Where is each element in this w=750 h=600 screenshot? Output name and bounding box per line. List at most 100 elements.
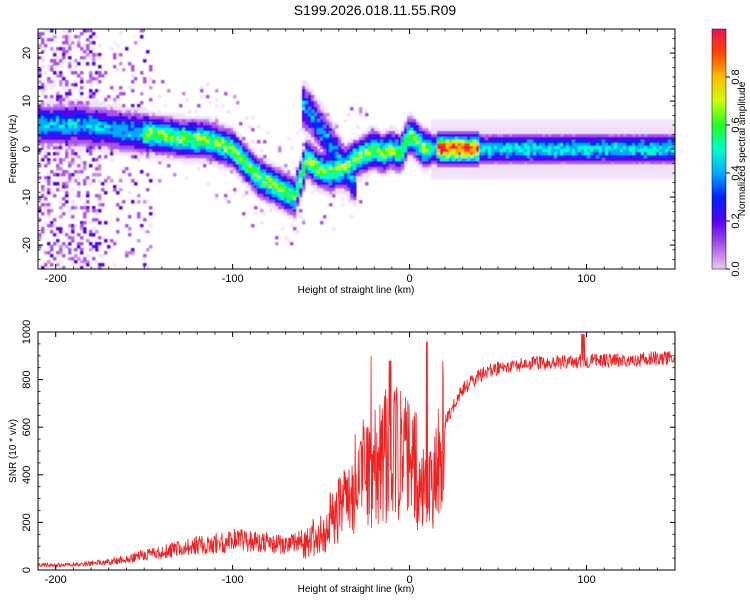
heatmap-cell xyxy=(149,131,153,135)
heatmap-cell xyxy=(311,131,315,135)
heatmap-cell xyxy=(365,146,369,150)
heatmap-cell xyxy=(296,203,300,207)
heatmap-cell xyxy=(482,146,486,150)
heatmap-cell xyxy=(218,125,222,129)
heatmap-cell xyxy=(653,149,657,153)
heatmap-cell xyxy=(404,119,408,123)
heatmap-cell xyxy=(383,140,387,144)
heatmap-cell xyxy=(530,131,534,135)
heatmap-cell xyxy=(602,146,606,150)
heatmap-cell xyxy=(434,140,438,144)
heatmap-cell xyxy=(71,224,75,228)
heatmap-cell xyxy=(533,131,537,135)
heatmap-cell xyxy=(251,188,255,192)
heatmap-cell xyxy=(65,107,69,111)
heatmap-cell xyxy=(104,128,108,132)
heatmap-cell xyxy=(71,152,75,156)
heatmap-cell xyxy=(170,137,174,141)
heatmap-cell xyxy=(668,173,672,177)
heatmap-cell xyxy=(572,164,576,168)
heatmap-cell xyxy=(449,119,453,123)
heatmap-cell xyxy=(428,128,432,132)
heatmap-cell xyxy=(554,128,558,132)
heatmap-cell xyxy=(407,140,411,144)
heatmap-cell xyxy=(122,143,126,147)
heatmap-cell xyxy=(56,125,60,129)
heatmap-cell xyxy=(365,149,369,153)
heatmap-cell xyxy=(329,131,333,135)
heatmap-cell xyxy=(302,113,306,117)
heatmap-cell xyxy=(194,110,198,114)
heatmap-cell xyxy=(233,128,237,132)
heatmap-cell xyxy=(350,164,354,168)
heatmap-cell xyxy=(656,149,660,153)
heatmap-cell xyxy=(407,143,411,147)
heatmap-cell xyxy=(650,158,654,162)
heatmap-cell xyxy=(578,137,582,141)
heatmap-cell xyxy=(65,92,69,96)
heatmap-cell xyxy=(449,149,453,153)
heatmap-cell xyxy=(62,107,66,111)
heatmap-cell xyxy=(101,104,105,108)
heatmap-cell xyxy=(314,164,318,168)
heatmap-cell xyxy=(377,131,381,135)
heatmap-cell xyxy=(353,158,357,162)
heatmap-cell xyxy=(533,155,537,159)
heatmap-cell xyxy=(536,146,540,150)
heatmap-cell xyxy=(332,143,336,147)
heatmap-cell xyxy=(608,176,612,180)
heatmap-cell xyxy=(65,170,69,174)
heatmap-cell xyxy=(95,107,99,111)
heatmap-cell xyxy=(356,161,360,165)
heatmap-cell xyxy=(80,236,84,240)
heatmap-cell xyxy=(320,104,324,108)
heatmap-cell xyxy=(350,173,354,177)
heatmap-cell xyxy=(581,152,585,156)
heatmap-cell xyxy=(83,182,87,186)
heatmap-cell xyxy=(437,146,441,150)
heatmap-cell xyxy=(77,185,81,189)
heatmap-cell xyxy=(365,167,369,171)
heatmap-cell xyxy=(494,170,498,174)
heatmap-cell xyxy=(278,146,282,150)
heatmap-cell xyxy=(368,164,372,168)
heatmap-cell xyxy=(554,176,558,180)
heatmap-cell xyxy=(47,29,51,33)
heatmap-cell xyxy=(431,137,435,141)
heatmap-cell xyxy=(620,158,624,162)
heatmap-cell xyxy=(269,176,273,180)
heatmap-cell xyxy=(611,122,615,126)
heatmap-cell xyxy=(404,158,408,162)
heatmap-cell xyxy=(206,158,210,162)
heatmap-cell xyxy=(620,176,624,180)
heatmap-cell xyxy=(89,74,93,78)
heatmap-cell xyxy=(143,128,147,132)
heatmap-cell xyxy=(563,152,567,156)
heatmap-cell xyxy=(374,143,378,147)
heatmap-cell xyxy=(74,260,78,264)
heatmap-cell xyxy=(140,131,144,135)
heatmap-cell xyxy=(326,146,330,150)
heatmap-cell xyxy=(548,170,552,174)
heatmap-cell xyxy=(119,104,123,108)
heatmap-cell xyxy=(374,149,378,153)
heatmap-cell xyxy=(305,98,309,102)
heatmap-cell xyxy=(38,32,42,36)
heatmap-cell xyxy=(413,140,417,144)
heatmap-cell xyxy=(551,155,555,159)
heatmap-cell xyxy=(278,149,282,153)
heatmap-cell xyxy=(161,137,165,141)
heatmap-cell xyxy=(305,149,309,153)
heatmap-cell xyxy=(212,152,216,156)
heatmap-cell xyxy=(329,194,333,198)
heatmap-cell xyxy=(533,164,537,168)
heatmap-cell xyxy=(146,122,150,126)
heatmap-cell xyxy=(623,155,627,159)
heatmap-cell xyxy=(113,131,117,135)
heatmap-cell xyxy=(554,164,558,168)
heatmap-cell xyxy=(176,134,180,138)
heatmap-cell xyxy=(569,146,573,150)
heatmap-cell xyxy=(644,134,648,138)
heatmap-cell xyxy=(86,146,90,150)
heatmap-cell xyxy=(473,131,477,135)
